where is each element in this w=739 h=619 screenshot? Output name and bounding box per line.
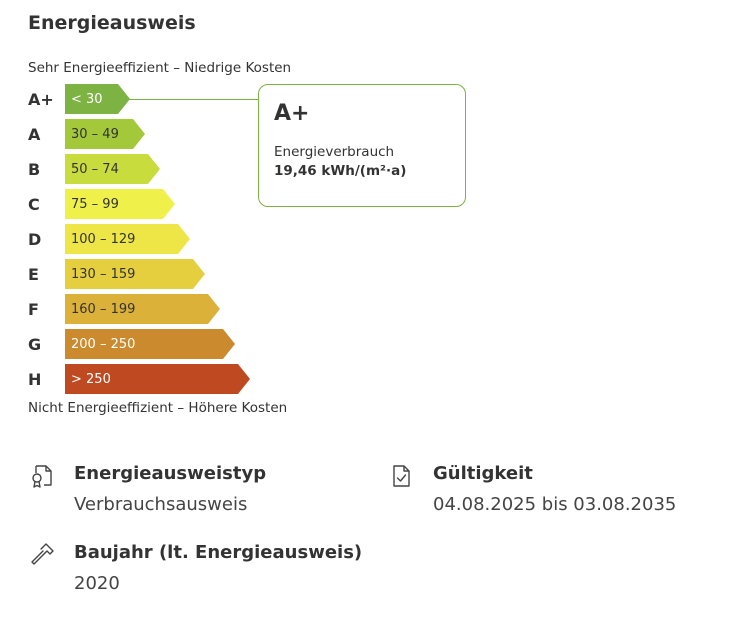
energy-class-range: 100 – 129 — [71, 231, 136, 247]
result-value: 19,46 kWh/(m²·a) — [274, 163, 407, 179]
energy-class-range: 160 – 199 — [71, 301, 136, 317]
energy-class-bar: 200 – 250 — [65, 329, 235, 359]
energy-class-letter: B — [28, 159, 41, 179]
energy-class-bar: 50 – 74 — [65, 154, 160, 184]
energy-class-bar: 100 – 129 — [65, 224, 190, 254]
energy-class-letter: C — [28, 194, 40, 214]
document-check-icon — [389, 463, 415, 489]
energy-class-range: 75 – 99 — [71, 196, 119, 212]
energy-class-bar: 30 – 49 — [65, 119, 145, 149]
info-label: Baujahr (lt. Energieausweis) — [74, 542, 363, 563]
energy-class-range: < 30 — [71, 91, 103, 107]
energy-class-range: 130 – 159 — [71, 266, 136, 282]
result-label: Energieverbrauch — [274, 144, 395, 160]
info-label: Gültigkeit — [433, 463, 533, 484]
energy-class-bar: < 30 — [65, 84, 130, 114]
energy-class-range: 200 – 250 — [71, 336, 136, 352]
energy-class-bar: 75 – 99 — [65, 189, 175, 219]
energy-class-range: 50 – 74 — [71, 161, 119, 177]
section-title: Energieausweis — [28, 12, 196, 34]
energy-class-bar: > 250 — [65, 364, 250, 394]
info-value: Verbrauchsausweis — [74, 494, 248, 515]
info-label: Energieausweistyp — [74, 463, 267, 484]
energy-class-letter: D — [28, 229, 42, 249]
certificate-icon — [30, 463, 56, 489]
energy-class-letter: G — [28, 334, 42, 354]
energy-class-letter: A — [28, 124, 41, 144]
energy-class-letter: E — [28, 264, 39, 284]
energy-result-card: A+ Energieverbrauch 19,46 kWh/(m²·a) — [258, 84, 466, 207]
hammer-icon — [30, 542, 56, 568]
energy-class-range: > 250 — [71, 371, 111, 387]
energy-class-bar: 160 – 199 — [65, 294, 220, 324]
info-value: 2020 — [74, 573, 120, 594]
info-value: 04.08.2025 bis 03.08.2035 — [433, 494, 677, 515]
energy-class-range: 30 – 49 — [71, 126, 119, 142]
result-class: A+ — [274, 101, 310, 126]
energy-class-letter: F — [28, 299, 39, 319]
result-connector-line — [129, 99, 260, 100]
energy-class-bar: 130 – 159 — [65, 259, 205, 289]
energy-class-letter: H — [28, 369, 42, 389]
scale-top-label: Sehr Energieeffizient – Niedrige Kosten — [28, 60, 292, 76]
scale-bottom-label: Nicht Energieeffizient – Höhere Kosten — [28, 400, 288, 416]
energy-class-letter: A+ — [28, 89, 54, 109]
